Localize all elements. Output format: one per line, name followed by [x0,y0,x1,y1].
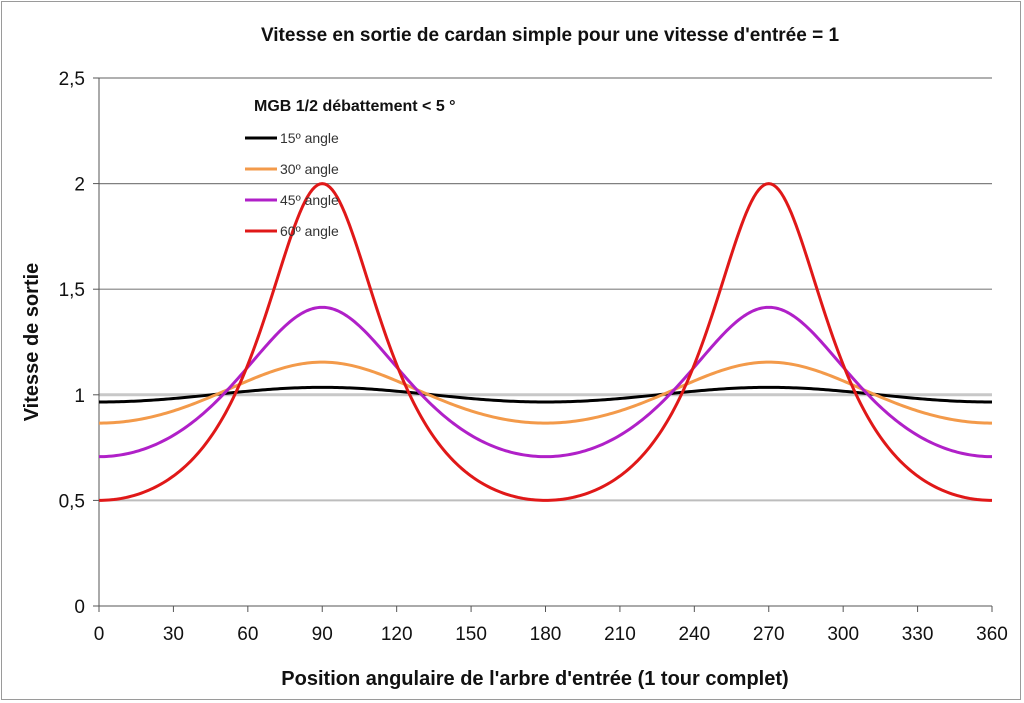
series-line-60 [98,182,993,502]
x-tick-label: 240 [678,624,710,645]
y-axis-title: Vitesse de sortie [21,263,43,422]
y-tick-label: 1 [74,386,85,407]
y-tick-label: 1,5 [59,280,85,301]
series-line-45 [98,305,993,459]
series-layer [98,182,993,502]
legend-label-15: 15º angle [280,130,339,146]
y-tick-label: 0,5 [59,491,85,512]
x-tick-label: 210 [604,624,636,645]
y-tick-label: 2,5 [59,69,85,90]
x-tick-label: 120 [381,624,413,645]
x-tick-label: 60 [237,624,258,645]
series-line-15 [98,385,993,404]
x-tick-label: 270 [753,624,785,645]
y-tick-label: 0 [74,597,85,618]
y-tick-label: 2 [74,175,85,196]
x-tick-label: 300 [827,624,859,645]
chart-title: Vitesse en sortie de cardan simple pour … [261,25,840,46]
x-tick-label: 330 [902,624,934,645]
axes: 0 0,5 1 1,5 2 2,5 0 30 60 90 120 150 180 210 240 270 300… [59,69,1008,645]
legend-label-60: 60º angle [280,223,339,239]
series-line-30 [98,360,993,425]
legend-label-30: 30º angle [280,161,339,177]
x-tick-label: 150 [455,624,487,645]
legend: MGB 1/2 débattement < 5 ° 15º angle 30º a… [245,98,456,239]
x-axis-title: Position angulaire de l'arbre d'entrée (… [281,668,788,690]
legend-label-45: 45º angle [280,192,339,208]
grid [99,77,992,502]
x-tick-label: 0 [94,624,105,645]
legend-title: MGB 1/2 débattement < 5 ° [254,98,456,115]
x-tick-label: 180 [530,624,562,645]
x-tick-label: 360 [976,624,1008,645]
x-tick-label: 30 [163,624,184,645]
x-tick-label: 90 [312,624,333,645]
